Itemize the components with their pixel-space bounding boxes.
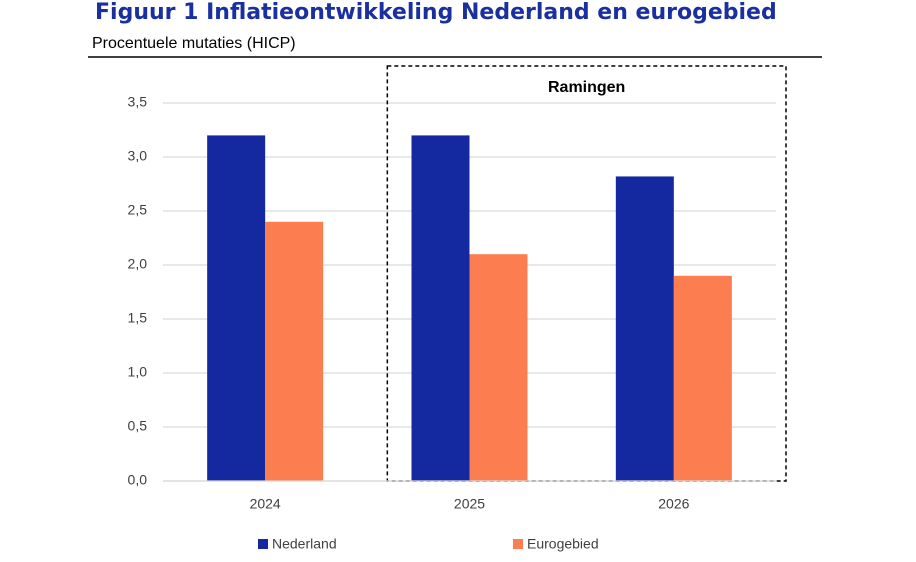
forecast-box	[386, 65, 787, 482]
y-tick-label: 3,5	[128, 94, 148, 110]
y-tick-label: 1,0	[128, 364, 148, 380]
y-tick-label: 2,5	[128, 202, 148, 218]
bar	[469, 254, 528, 481]
annotation: Ramingen	[548, 79, 625, 96]
x-tick-label: 2025	[454, 496, 485, 512]
bar	[615, 176, 674, 481]
y-tick-label: 2,0	[128, 256, 148, 272]
legend-label: Nederland	[272, 536, 337, 552]
y-tick-label: 3,0	[128, 148, 148, 164]
y-tick-label: 0,0	[128, 472, 148, 488]
y-tick-label: 0,5	[128, 418, 148, 434]
x-tick-label: 2026	[658, 496, 689, 512]
legend-swatch	[513, 539, 523, 549]
legend-swatch	[258, 539, 268, 549]
bar	[673, 275, 732, 481]
chart-title: Figuur 1 Inflatieontwikkeling Nederland …	[95, 0, 777, 25]
legend-label: Eurogebied	[527, 536, 599, 552]
bar	[265, 221, 324, 482]
chart-subtitle: Procentuele mutaties (HICP)	[92, 35, 296, 52]
bar	[411, 135, 470, 481]
x-tick-label: 2024	[250, 496, 281, 512]
y-tick-label: 1,5	[128, 310, 148, 326]
bar	[207, 135, 266, 481]
